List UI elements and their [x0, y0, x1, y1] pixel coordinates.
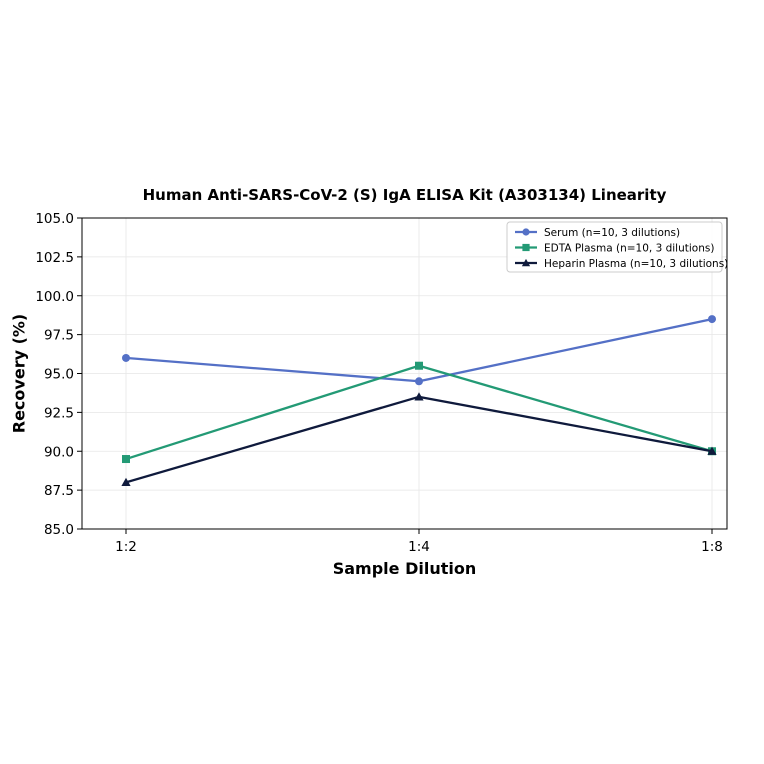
legend-label: EDTA Plasma (n=10, 3 dilutions) [544, 243, 714, 255]
x-tick-label: 1:4 [408, 539, 430, 555]
data-point [415, 361, 423, 370]
legend-box [506, 221, 723, 273]
y-tick-label: 85.0 [44, 522, 74, 538]
data-point [122, 455, 130, 464]
y-tick-label: 105.0 [35, 211, 74, 227]
legend: Serum (n=10, 3 dilutions) EDTA Plasma (n=… [506, 221, 728, 273]
y-tick-label: 97.5 [44, 328, 74, 344]
data-point [707, 446, 717, 455]
y-tick-label: 95.0 [44, 367, 74, 383]
data-point [122, 353, 130, 362]
legend-item: Heparin Plasma (n=10, 3 dilutions) [515, 258, 728, 270]
legend-label: Serum (n=10, 3 dilutions) [544, 227, 680, 239]
axis-ticks: 85.0 87.5 90.0 92.5 95.0 97.5 100.0 102.5 105.0 1… [35, 211, 723, 555]
data-point [522, 243, 530, 252]
legend-label: Heparin Plasma (n=10, 3 dilutions) [544, 258, 728, 270]
data-point [415, 377, 423, 386]
chart-title: Human Anti-SARS-CoV-2 (S) IgA ELISA Kit … [143, 186, 667, 204]
x-tick-label: 1:8 [701, 539, 723, 555]
y-axis-label: Recovery (%) [10, 314, 29, 433]
series-0 [122, 315, 716, 386]
data-point [121, 477, 131, 487]
data-point [414, 392, 424, 401]
data-point [521, 258, 531, 267]
x-axis-label: Sample Dilution [333, 559, 477, 578]
data-point [522, 228, 530, 236]
y-tick-label: 87.5 [44, 483, 74, 499]
x-tick-label: 1:2 [115, 539, 137, 555]
y-tick-label: 102.5 [35, 250, 74, 266]
series-layer [121, 315, 717, 487]
y-tick-label: 92.5 [44, 405, 74, 421]
legend-item: Serum (n=10, 3 dilutions) [515, 227, 680, 239]
y-tick-label: 90.0 [44, 444, 74, 460]
series-2 [121, 392, 717, 487]
y-tick-label: 100.0 [35, 289, 74, 305]
data-point [708, 315, 716, 324]
legend-item: EDTA Plasma (n=10, 3 dilutions) [515, 243, 714, 255]
